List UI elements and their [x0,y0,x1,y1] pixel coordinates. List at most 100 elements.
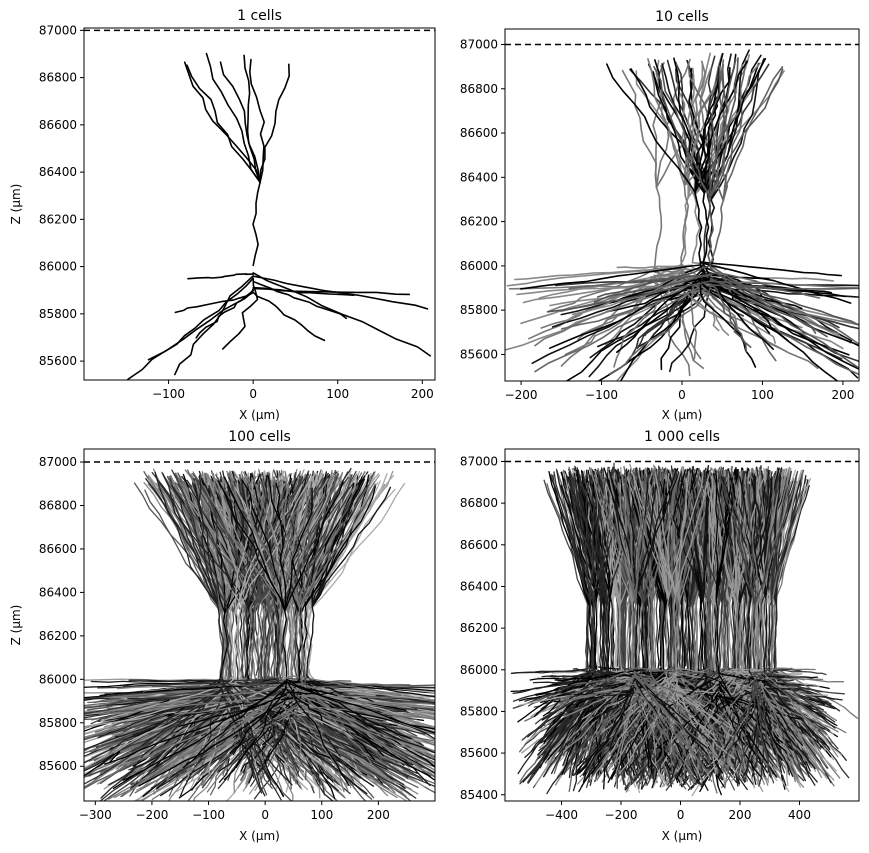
dendrite-trace [224,473,261,614]
dendrite-trace [225,602,232,678]
y-tick-label: 86200 [39,212,77,226]
dendrite-trace [246,701,418,774]
dendrite-trace [284,480,344,612]
dendrite-trace [699,274,789,342]
x-tick-label: 200 [831,388,854,402]
y-tick-label: 87000 [460,37,498,51]
dendrite-trace [741,598,745,674]
dendrite-trace [241,478,250,608]
dendrite-trace [257,602,263,682]
dendrite-trace [593,274,712,303]
morphology-traces [510,462,859,797]
dendrite-trace [285,678,412,740]
dendrite-trace [251,606,257,684]
dendrite-trace [176,479,243,607]
dendrite-trace [543,479,589,605]
dendrite-trace [702,269,840,329]
dendrite-trace [709,280,803,295]
dendrite-trace [97,677,281,689]
dendrite-trace [534,275,683,347]
y-tick-label: 86400 [39,585,77,599]
dendrite-trace [626,604,631,674]
dendrite-trace [754,596,758,669]
dendrite-trace [279,488,311,602]
dendrite-trace [649,268,683,279]
panel-1-cells: 1 cells X (μm) Z (μm) −100 0 100 2008560085… [9,8,436,422]
dendrite-trace [275,482,287,612]
dendrite-trace [243,54,261,184]
dendrite-trace [560,288,712,330]
y-tick-label: 86800 [39,71,77,85]
dendrite-trace [122,679,288,781]
dendrite-trace [251,477,301,609]
dendrite-trace [119,704,280,767]
dendrite-trace [702,186,712,266]
dendrite-trace [285,691,334,696]
dendrite-trace [298,685,407,712]
dendrite-trace [84,679,221,688]
y-tick-label: 86000 [39,260,77,274]
dendrite-trace [232,687,288,756]
dendrite-trace [709,267,817,334]
dendrite-trace [221,678,269,779]
dendrite-trace [683,67,712,187]
dendrite-trace [691,194,701,263]
dendrite-trace [282,610,288,677]
axes-frame [504,28,860,382]
dendrite-trace [694,191,703,263]
dendrite-trace [126,289,254,380]
dendrite-trace [304,684,435,689]
dendrite-trace [298,472,363,609]
dendrite-trace [97,690,223,739]
dendrite-trace [254,475,304,606]
dendrite-trace [669,279,712,373]
dendrite-trace [263,604,269,684]
dendrite-trace [534,280,712,373]
y-tick-label: 87000 [39,455,77,469]
x-tick-label: 100 [751,388,774,402]
morphology-traces [84,467,435,801]
dendrite-trace [722,59,747,202]
dendrite-trace [660,65,711,198]
panel-1000-cells: 1 000 cells X (μm) −400 −200 0 200 400854008… [460,429,860,843]
dendrite-trace [181,484,260,605]
x-tick-label: −200 [135,808,168,822]
y-tick-label: 86800 [460,82,498,96]
dendrite-trace [702,283,859,330]
dendrite-trace [235,681,288,769]
dendrite-trace [151,683,306,688]
dendrite-trace [699,281,850,356]
dendrite-trace [174,481,251,604]
dendrite-trace [301,706,435,720]
dendrite-trace [222,278,259,350]
x-tick-label: 100 [326,387,349,401]
dendrite-trace [301,687,435,777]
dendrite-trace [606,63,696,193]
dendrite-trace [151,471,227,605]
dendrite-trace [615,596,619,674]
dendrite-trace [279,678,435,698]
dendrite-trace [145,478,219,607]
dendrite-trace [756,600,762,668]
dendrite-trace [99,695,280,715]
dendrite-trace [278,700,325,743]
axes-frame [83,448,436,802]
dendrite-trace [310,482,406,611]
dendrite-trace [246,481,307,608]
dendrite-trace [84,689,223,764]
dendrite-trace [306,606,315,676]
dendrite-trace [681,597,686,674]
dendrite-trace [263,602,273,677]
dendrite-trace [769,669,827,676]
dendrite-trace [311,486,392,608]
dendrite-trace [271,607,277,680]
panel-title: 1 cells [237,8,282,24]
dendrite-trace [285,680,350,786]
dendrite-trace [304,608,312,677]
dendrite-trace [680,287,819,370]
dendrite-trace [221,687,263,794]
x-tick-label: 100 [310,808,333,822]
y-tick-label: 85800 [39,307,77,321]
y-tick-label: 85600 [39,759,77,773]
dendrite-trace [301,472,336,605]
